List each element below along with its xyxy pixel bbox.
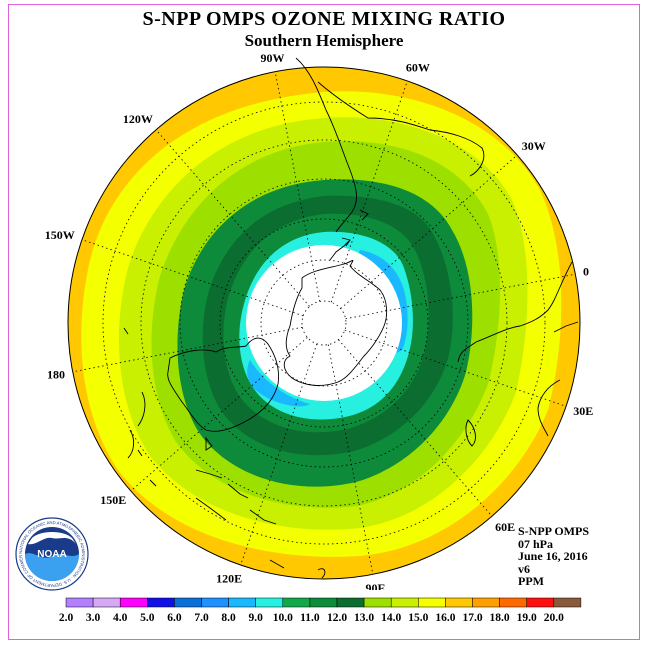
legend-swatch — [201, 597, 229, 608]
legend-label: 4.0 — [113, 612, 128, 624]
legend-label: 8.0 — [221, 612, 236, 624]
legend-swatch — [147, 597, 175, 608]
legend-label: 14.0 — [381, 612, 401, 624]
legend-swatch — [255, 597, 284, 608]
info-block: S-NPP OMPS 07 hPa June 16, 2016 v6 PPM — [518, 525, 589, 588]
meridian-line — [274, 71, 321, 302]
coastlines — [123, 57, 579, 579]
coast-indonesia — [195, 469, 285, 569]
legend-label: 2.0 — [59, 612, 74, 624]
longitude-label: 30E — [573, 404, 593, 418]
color-legend: 2.0 3.0 4.0 5.0 6.0 7.0 8.0 9.0 10.0 11.0 12.0 13.0… — [59, 597, 582, 624]
legend-labels: 2.0 3.0 4.0 5.0 6.0 7.0 8.0 9.0 10.0 11.0 12.0 13.0… — [59, 612, 564, 624]
coast-new-zealand — [127, 391, 146, 459]
legend-label: 18.0 — [490, 612, 510, 624]
legend-swatch — [309, 597, 338, 608]
legend-label: 6.0 — [167, 612, 182, 624]
info-version: v6 — [518, 561, 530, 576]
info-date: June 16, 2016 — [518, 549, 588, 563]
info-units: PPM — [518, 574, 544, 588]
noaa-logo-text: NOAA — [37, 549, 66, 560]
polar-map: 90W 60W 30W 0 30E 60E 90E 120E 150E 180 150W 120W — [45, 51, 594, 590]
legend-swatch — [553, 597, 582, 608]
ozone-field — [68, 67, 580, 579]
legend-swatch — [418, 597, 446, 608]
legend-swatch — [282, 597, 311, 608]
legend-label: 20.0 — [544, 612, 564, 624]
legend-label: 12.0 — [327, 612, 347, 624]
legend-swatch — [445, 597, 473, 608]
meridian-line — [81, 239, 304, 317]
longitude-label: 150W — [45, 228, 75, 242]
longitude-label: 150E — [100, 493, 126, 507]
map-subtitle: Southern Hemisphere — [244, 31, 404, 50]
legend-swatch — [526, 597, 555, 608]
legend-label: 9.0 — [249, 612, 264, 624]
meridian-line — [155, 129, 310, 307]
meridian-line — [338, 339, 493, 517]
meridian-line — [330, 80, 408, 303]
longitude-label: 120E — [216, 571, 242, 585]
longitude-label: 180 — [47, 368, 65, 382]
legend-label: 15.0 — [408, 612, 428, 624]
legend-label: 5.0 — [140, 612, 155, 624]
legend-label: 11.0 — [300, 612, 320, 624]
coast-madagascar — [465, 419, 476, 447]
latitude-circles — [102, 101, 546, 545]
meridian-line — [345, 273, 576, 320]
legend-swatch — [363, 597, 392, 608]
coast-australia — [167, 337, 279, 432]
map-border — [67, 66, 581, 580]
legend-swatch — [119, 597, 148, 608]
legend-label: 17.0 — [462, 612, 482, 624]
legend-swatch — [336, 597, 365, 608]
polar-night — [246, 245, 402, 401]
legend-swatch — [174, 597, 202, 608]
longitude-label: 90E — [366, 581, 386, 590]
legend-swatch — [228, 597, 256, 608]
meridian-line — [327, 344, 374, 575]
meridian-line — [130, 337, 308, 492]
noaa-logo: NOAA NATIONAL OCEANIC AND ATMOSPHERIC AD… — [14, 516, 89, 591]
coast-africa — [457, 261, 579, 437]
map-title: S-NPP OMPS OZONE MIXING RATIO — [142, 8, 506, 30]
longitude-label: 0 — [583, 264, 589, 278]
legend-label: 19.0 — [517, 612, 537, 624]
legend-label: 3.0 — [86, 612, 101, 624]
coast-south-america — [295, 57, 485, 233]
info-level: 07 hPa — [518, 536, 554, 551]
legend-label: 7.0 — [194, 612, 209, 624]
meridian-line — [240, 343, 318, 566]
legend-swatch — [472, 597, 500, 608]
longitude-label: 60E — [495, 520, 515, 534]
legend-swatches — [65, 597, 582, 608]
legend-swatch — [499, 597, 527, 608]
meridian-line — [340, 154, 518, 309]
meridians — [72, 71, 576, 575]
longitude-labels: 90W 60W 30W 0 30E 60E 90E 120E 150E 180 150W 120W — [45, 51, 594, 590]
legend-swatch — [390, 597, 419, 608]
contour-sky-2 — [247, 360, 310, 407]
legend-label: 10.0 — [273, 612, 293, 624]
info-instrument: S-NPP OMPS — [518, 524, 589, 538]
meridian-line — [72, 326, 303, 373]
legend-label: 16.0 — [435, 612, 455, 624]
longitude-label: 60W — [406, 61, 430, 75]
legend-label: 13.0 — [354, 612, 374, 624]
longitude-label: 90W — [260, 51, 284, 65]
longitude-label: 120W — [123, 112, 153, 126]
legend-swatch — [65, 597, 94, 608]
longitude-label: 30W — [522, 139, 546, 153]
coast-antarctica — [283, 259, 388, 386]
legend-swatch — [92, 597, 121, 608]
meridian-line — [344, 329, 567, 407]
